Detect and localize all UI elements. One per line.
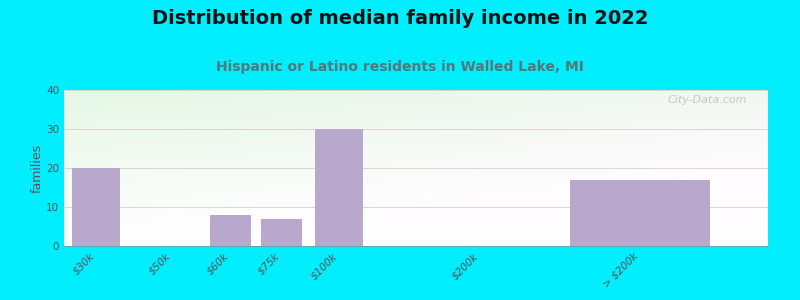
Text: Distribution of median family income in 2022: Distribution of median family income in … — [152, 9, 648, 28]
Text: City-Data.com: City-Data.com — [667, 95, 747, 105]
Y-axis label: families: families — [30, 143, 43, 193]
Bar — [261, 219, 302, 246]
Bar — [210, 215, 251, 246]
Bar — [315, 129, 363, 246]
Bar — [72, 168, 120, 246]
Text: Hispanic or Latino residents in Walled Lake, MI: Hispanic or Latino residents in Walled L… — [216, 60, 584, 74]
Bar — [570, 180, 710, 246]
